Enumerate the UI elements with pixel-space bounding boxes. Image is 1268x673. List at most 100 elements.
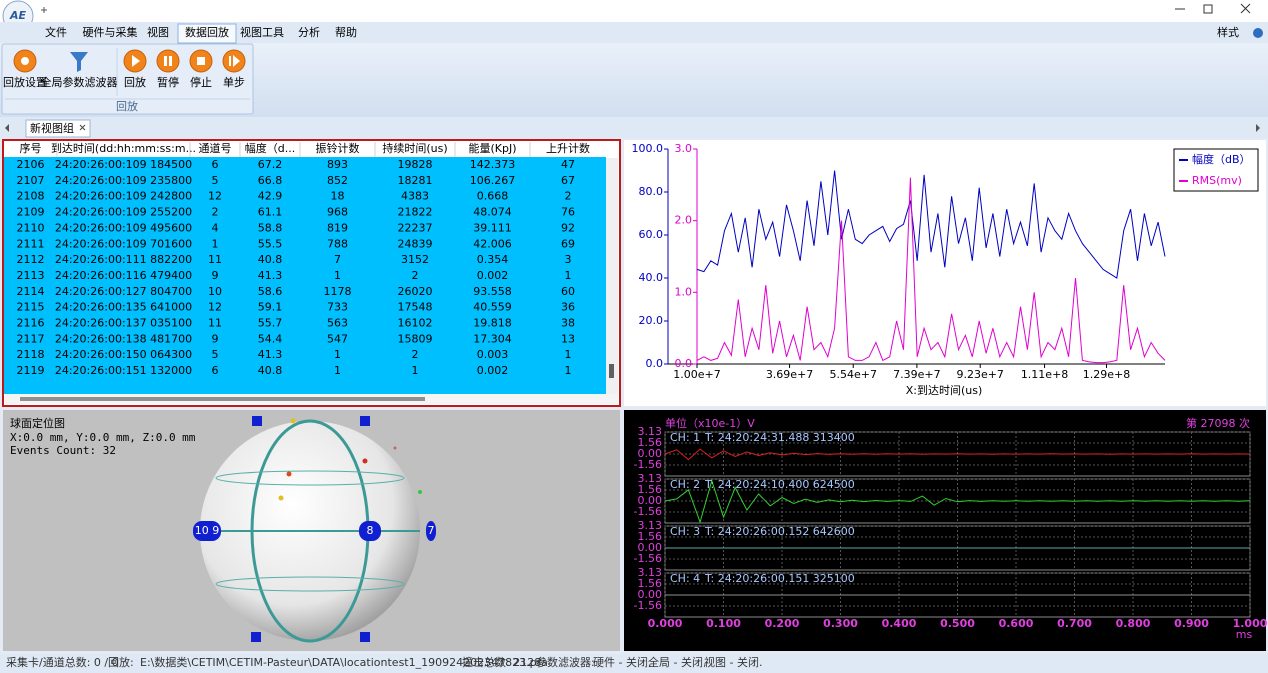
table-cell: 2115: [17, 301, 45, 314]
table-cell: 24:20:26:00:138 481700: [55, 332, 192, 345]
tab-left[interactable]: [5, 124, 9, 132]
quick-access[interactable]: [41, 7, 47, 13]
menu-tab[interactable]: 视图工具: [240, 25, 284, 39]
column-header[interactable]: 到达时间(dd:hh:mm:ss:m...: [51, 142, 196, 155]
sensor-label: 10 9: [195, 524, 220, 537]
table-cell: 42.9: [258, 190, 283, 203]
sensor: [193, 521, 221, 541]
table-cell: 24:20:26:00:109 242800: [55, 190, 192, 203]
event-dot: [290, 418, 296, 424]
v-scroll-thumb[interactable]: [609, 364, 614, 378]
location-events: Events Count: 32: [10, 444, 116, 457]
menu-tab[interactable]: 帮助: [335, 25, 357, 39]
button-label[interactable]: 暂停: [157, 75, 179, 89]
sensor: [426, 521, 436, 541]
x-tick-label: 9.23e+7: [956, 368, 1003, 381]
menu-tab[interactable]: 视图: [147, 25, 169, 39]
y-tick-label: -1.56: [634, 599, 662, 612]
menu-tab[interactable]: 硬件与采集: [83, 25, 138, 39]
button-label[interactable]: 全局参数滤波器: [41, 75, 118, 89]
x-tick-label: 1.11e+8: [1021, 368, 1068, 381]
doc-tab[interactable]: [25, 119, 91, 138]
button-label[interactable]: 单步: [223, 76, 245, 89]
table-cell: 3152: [401, 253, 429, 266]
table-cell: 26020: [398, 285, 433, 298]
y2-tick-label: 2.0: [675, 214, 693, 227]
close[interactable]: [1240, 3, 1251, 14]
y-tick-label: 1.56: [638, 530, 663, 543]
table-cell: 60: [561, 285, 575, 298]
button-icon[interactable]: [156, 49, 180, 73]
style-menu[interactable]: 样式: [1217, 25, 1239, 39]
table-cell: 0.668: [477, 190, 509, 203]
column-header[interactable]: 能量(KpJ): [468, 141, 516, 155]
y-tick-label: 80.0: [639, 185, 664, 198]
y-tick-label: 1.56: [638, 483, 663, 496]
location-coords: X:0.0 mm, Y:0.0 mm, Z:0.0 mm: [10, 431, 196, 444]
table-cell: 2113: [17, 269, 45, 282]
menu-tab[interactable]: 数据回放: [185, 25, 229, 39]
waveform-line: [664, 448, 1251, 461]
table-cell: 24839: [398, 237, 433, 250]
menu-bar: [0, 22, 1268, 43]
table-cell: 36: [561, 301, 575, 314]
table-cell: 547: [327, 332, 348, 345]
table-cell: 5: [212, 348, 219, 361]
legend: [1173, 148, 1259, 192]
table-cell: 2108: [17, 190, 45, 203]
table-cell: 24:20:26:00:111 882200: [55, 253, 192, 266]
x-tick-label: 0.600: [999, 617, 1034, 630]
y-tick-label: 20.0: [639, 314, 664, 327]
table-cell: 1: [565, 269, 572, 282]
table-cell: 1: [334, 348, 341, 361]
button-label[interactable]: 回放设置: [3, 75, 47, 89]
table-cell: 6: [212, 364, 219, 377]
table-cell: 24:20:26:00:109 184500: [55, 158, 192, 171]
status-text: 参数滤波器:: [536, 655, 595, 669]
button-icon[interactable]: [70, 52, 88, 72]
x-tick-label: 0.800: [1116, 617, 1151, 630]
y-tick-label: -1.56: [634, 458, 662, 471]
table-cell: 38: [561, 317, 575, 330]
h-scroll-thumb[interactable]: [20, 397, 425, 401]
doc-tab-label[interactable]: 新视图组: [30, 121, 74, 135]
logo: AE: [9, 9, 27, 22]
help-icon[interactable]: [1253, 28, 1263, 38]
status-text: 回放:: [108, 655, 134, 669]
column-header[interactable]: 通道号: [199, 141, 232, 155]
restore[interactable]: [1203, 4, 1213, 14]
sensor: [359, 521, 381, 541]
table-cell: 24:20:26:00:109 235800: [55, 174, 192, 187]
table-cell: 0.002: [477, 364, 509, 377]
column-header[interactable]: 幅度（d...: [245, 141, 295, 155]
table-cell: 2112: [17, 253, 45, 266]
button-label[interactable]: 回放: [124, 75, 146, 89]
tab-right[interactable]: [1256, 124, 1260, 132]
column-header[interactable]: 持续时间(us): [382, 141, 447, 155]
y-tick-label: -1.56: [634, 552, 662, 565]
status-text: 硬件 - 关闭,: [593, 655, 651, 669]
selected-border: [2, 139, 621, 407]
table-cell: 13: [561, 332, 575, 345]
x-tick-label: 0.400: [882, 617, 917, 630]
column-header[interactable]: 上升计数: [546, 142, 590, 155]
v-scrollbar[interactable]: [606, 158, 618, 394]
table-cell: 0.003: [477, 348, 509, 361]
table-cell: 67.2: [258, 158, 283, 171]
channel-time: T: 24:20:24:31.488 313400: [704, 431, 855, 444]
button-label[interactable]: 停止: [190, 75, 212, 89]
tab-close[interactable]: [79, 124, 86, 131]
menu-tab[interactable]: 分析: [298, 25, 320, 39]
x-tick-label: 0.200: [765, 617, 800, 630]
channel-time: T: 24:20:26:00.151 325100: [704, 572, 855, 585]
table-cell: 16102: [398, 317, 433, 330]
y-tick-label: 0.00: [638, 541, 663, 554]
status-text: 采集卡/通道总数: 0 / 0: [6, 655, 119, 669]
column-header[interactable]: 序号: [20, 141, 42, 155]
menu-tab[interactable]: 文件: [45, 25, 67, 39]
table-cell: 893: [327, 158, 348, 171]
menu-tab-active: [177, 23, 237, 44]
column-header[interactable]: 振铃计数: [316, 141, 360, 155]
table-cell: 2: [565, 190, 572, 203]
